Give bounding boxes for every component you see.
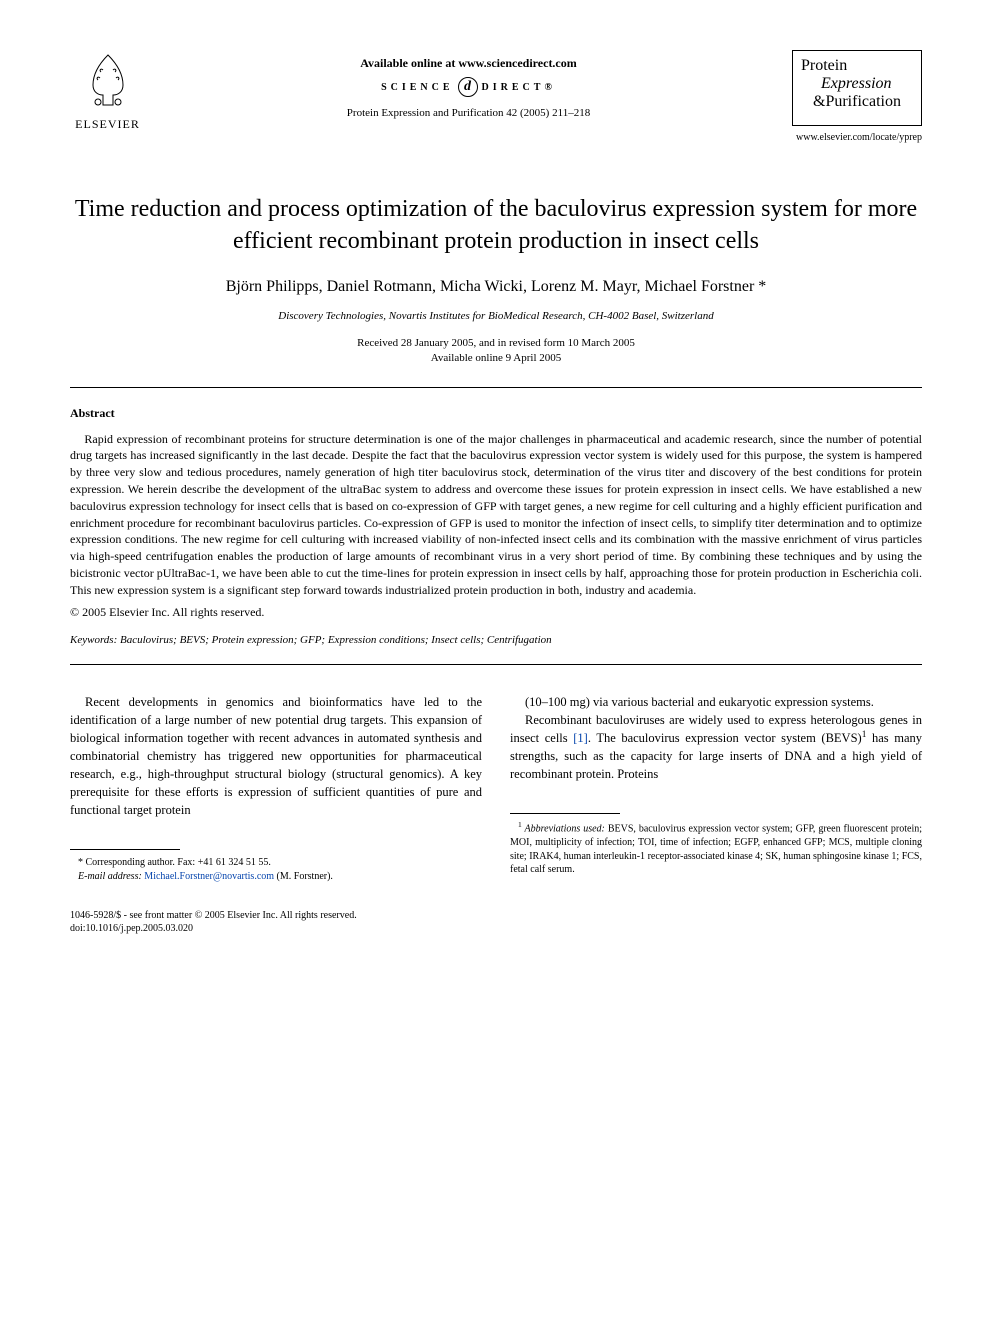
article-title: Time reduction and process optimization … — [70, 193, 922, 258]
keywords-text: Baculovirus; BEVS; Protein expression; G… — [117, 634, 551, 646]
sd-right: DIRECT® — [482, 82, 556, 93]
abstract-text: Rapid expression of recombinant proteins… — [70, 431, 922, 599]
publisher-name: ELSEVIER — [70, 117, 145, 132]
corresponding-author-footnote: * Corresponding author. Fax: +41 61 324 … — [70, 856, 482, 870]
abstract-section: Abstract Rapid expression of recombinant… — [70, 406, 922, 620]
copyright-line: © 2005 Elsevier Inc. All rights reserved… — [70, 605, 922, 620]
journal-title-box: Protein Expression &Purification — [792, 50, 922, 126]
email-tail: (M. Forstner). — [274, 871, 333, 882]
online-date: Available online 9 April 2005 — [70, 351, 922, 366]
journal-reference: Protein Expression and Purification 42 (… — [145, 107, 792, 119]
doi-line: doi:10.1016/j.pep.2005.03.020 — [70, 922, 482, 935]
journal-box-line2: Expression — [801, 75, 913, 93]
column-left: Recent developments in genomics and bioi… — [70, 693, 482, 936]
science-direct-logo: SCIENCE d DIRECT® — [145, 77, 792, 97]
abbrev-label: Abbreviations used: — [522, 824, 605, 835]
dates-block: Received 28 January 2005, and in revised… — [70, 336, 922, 367]
keywords-label: Keywords: — [70, 634, 117, 646]
email-link[interactable]: Michael.Forstner@novartis.com — [144, 871, 274, 882]
column-right: (10–100 mg) via various bacterial and eu… — [510, 693, 922, 936]
available-online-text: Available online at www.sciencedirect.co… — [145, 56, 792, 71]
header-row: ELSEVIER Available online at www.science… — [70, 50, 922, 143]
publisher-logo: ELSEVIER — [70, 50, 145, 132]
col2-para2: Recombinant baculoviruses are widely use… — [510, 711, 922, 784]
col2-p1-a: (10–100 mg) via various bacterial and eu… — [525, 695, 874, 709]
locate-url: www.elsevier.com/locate/yprep — [792, 132, 922, 143]
authors-line: Björn Philipps, Daniel Rotmann, Micha Wi… — [70, 278, 922, 296]
email-footnote: E-mail address: Michael.Forstner@novarti… — [70, 870, 482, 884]
ref-link-1[interactable]: [1] — [573, 731, 588, 745]
col1-para1: Recent developments in genomics and bioi… — [70, 693, 482, 820]
footnote-rule-right — [510, 813, 620, 814]
sd-circle-icon: d — [458, 77, 478, 97]
journal-logo-block: Protein Expression &Purification www.els… — [792, 50, 922, 143]
affiliation: Discovery Technologies, Novartis Institu… — [70, 310, 922, 322]
bottom-meta: 1046-5928/$ - see front matter © 2005 El… — [70, 909, 482, 935]
footnote-rule-left — [70, 849, 180, 850]
rule-below-keywords — [70, 664, 922, 665]
abstract-heading: Abstract — [70, 406, 922, 421]
rule-above-abstract — [70, 387, 922, 388]
front-matter-line: 1046-5928/$ - see front matter © 2005 El… — [70, 909, 482, 922]
abbreviations-footnote: 1 Abbreviations used: BEVS, baculovirus … — [510, 820, 922, 876]
received-date: Received 28 January 2005, and in revised… — [70, 336, 922, 351]
journal-box-line1: Protein — [801, 57, 913, 75]
journal-box-line3: &Purification — [801, 93, 913, 111]
title-block: Time reduction and process optimization … — [70, 193, 922, 367]
keywords-line: Keywords: Baculovirus; BEVS; Protein exp… — [70, 634, 922, 646]
body-columns: Recent developments in genomics and bioi… — [70, 693, 922, 936]
email-label: E-mail address: — [78, 871, 142, 882]
col2-p2-b: . The baculovirus expression vector syst… — [588, 731, 862, 745]
col2-para1: (10–100 mg) via various bacterial and eu… — [510, 693, 922, 711]
corr-author-text: * Corresponding author. Fax: +41 61 324 … — [78, 857, 271, 868]
center-header: Available online at www.sciencedirect.co… — [145, 50, 792, 119]
elsevier-tree-icon — [78, 50, 138, 110]
sd-left: SCIENCE — [381, 82, 453, 93]
